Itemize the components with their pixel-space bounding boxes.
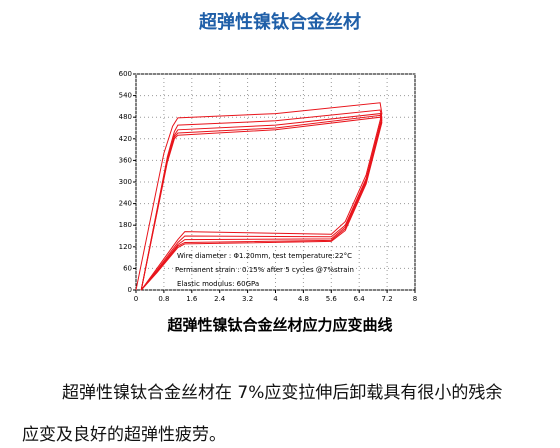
curve [135,102,383,291]
x-tick-label: 7.2 [382,295,393,303]
y-tick-label: 420 [119,135,132,143]
title: 超弹性镍钛合金丝材 [199,12,361,33]
annotation: Permanent strain : 0.15% after 5 cycles … [175,266,354,274]
annotation: Wire diameter : Φ1.20mm, test temperatur… [177,252,352,260]
curve [140,116,383,291]
y-tick-label: 120 [119,243,132,251]
y-tick-label: 60 [123,264,132,272]
x-tick-label: 4.8 [298,295,309,303]
x-tick-label: 2.4 [214,295,226,303]
y-tick-label: 300 [119,178,132,186]
y-tick-label: 360 [119,156,132,164]
y-tick-label: 600 [119,70,132,78]
x-tick-label: 1.6 [186,295,198,303]
y-tick-label: 480 [119,113,132,121]
chart: 0 60 120 180 240 300 360 420 480 540 600 0 0.8 1.6 2.4… [119,70,418,303]
x-tick-label: 8 [413,295,417,303]
y-tick-label: 0 [128,286,132,294]
paragraph-line: 应变及良好的超弹性疲劳。 [22,425,226,445]
paragraph-line: 超弹性镍钛合金丝材在 7%应变拉伸后卸载具有很小的残余 [62,383,503,403]
y-tick-label: 180 [119,221,132,229]
x-tick-label: 4 [273,295,278,303]
y-tick-label: 240 [119,200,132,208]
x-tick-label: 0 [134,295,138,303]
x-tick-label: 3.2 [242,295,253,303]
caption: 超弹性镍钛合金丝材应力应变曲线 [167,316,393,334]
y-tick-label: 540 [119,92,132,100]
annotation: Elastic modulus: 60GPa [177,280,259,288]
x-tick-label: 0.8 [158,295,169,303]
x-tick-label: 6.4 [354,295,366,303]
x-tick-label: 5.6 [326,295,338,303]
